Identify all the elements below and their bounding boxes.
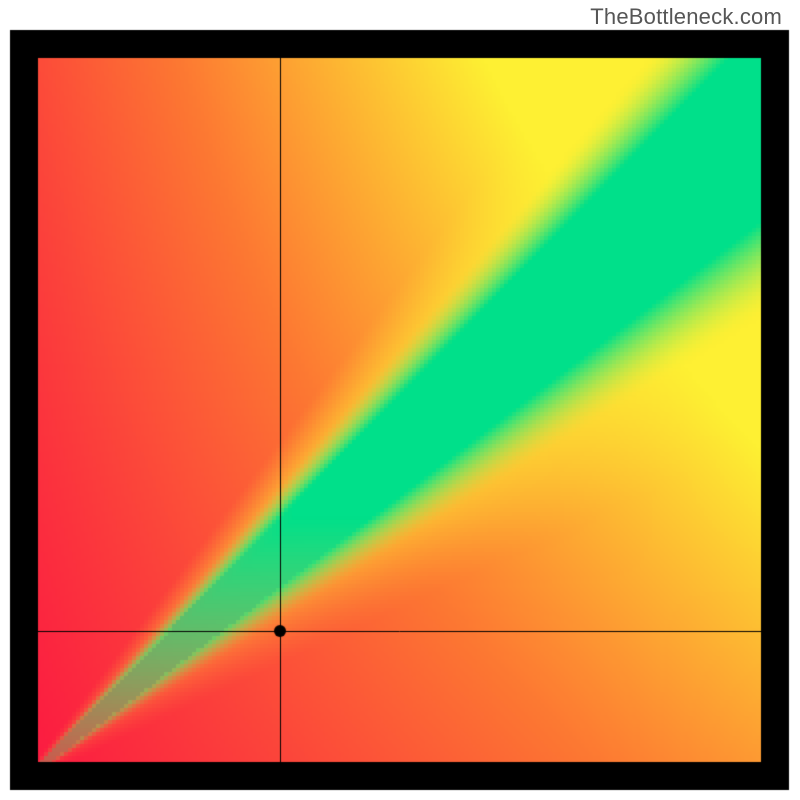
watermark-text: TheBottleneck.com [590, 4, 782, 30]
chart-container: TheBottleneck.com [0, 0, 800, 800]
bottleneck-heatmap [0, 0, 800, 800]
